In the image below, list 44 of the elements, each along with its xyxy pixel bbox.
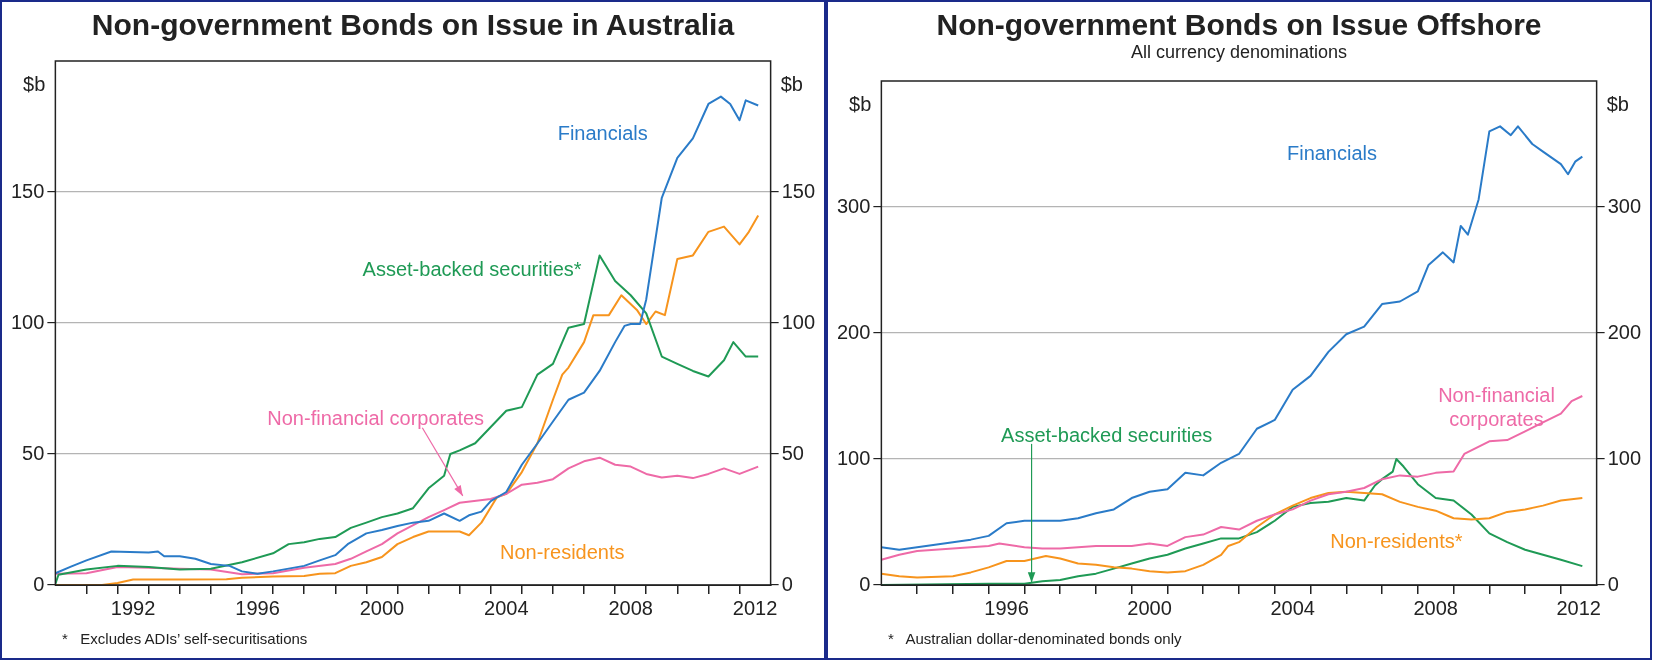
x-tick-label: 2004	[1270, 596, 1315, 619]
y2-tick-label: 200	[1607, 320, 1642, 343]
y-tick-label: 0	[859, 572, 871, 595]
x-tick-label: 2000	[359, 596, 405, 619]
x-tick-label: 2008	[608, 596, 653, 619]
text: Asset-backed securities	[1001, 423, 1213, 446]
y-axis-title: $b	[849, 92, 872, 115]
x-tick-label: 2000	[1127, 596, 1172, 619]
y-tick-label: 150	[10, 179, 45, 202]
y2-tick-label: 100	[1607, 446, 1642, 469]
y-tick-label: 0	[33, 572, 45, 595]
text: * Australian dollar-denominated bonds only	[888, 630, 1183, 648]
y-axis-title: $b	[23, 72, 46, 95]
chart-subtitle: All currency denominations	[1129, 42, 1349, 62]
series-label: Non-financial corporates	[1438, 383, 1555, 430]
chart-title: Non-government Bonds on Issue in Australia	[90, 8, 736, 42]
series-label: Non-residents	[500, 541, 625, 564]
x-tick-label: 2004	[484, 596, 529, 619]
text: * Excludes ADIs’ self-securitisations	[62, 630, 309, 648]
x-tick-label: 1996	[235, 596, 280, 619]
x-tick-label: 2012	[1556, 596, 1601, 619]
y2-tick-label: 50	[781, 441, 804, 464]
x-tick-label: 1992	[110, 596, 156, 619]
y2-tick-label: 100	[781, 310, 816, 333]
y2-axis-title: $b	[780, 72, 803, 95]
y2-tick-label: 300	[1607, 194, 1642, 217]
text: Non-financial corporates	[267, 407, 485, 430]
x-tick-label: 1996	[984, 596, 1029, 619]
chart-title: Non-government Bonds on Issue Offshore	[935, 8, 1543, 42]
y2-tick-label: 150	[781, 179, 816, 202]
y-tick-label: 200	[836, 320, 871, 343]
text: Financials	[1286, 141, 1378, 164]
y-tick-label: 50	[22, 441, 45, 464]
y2-tick-label: 0	[1607, 572, 1619, 595]
y-tick-label: 100	[10, 310, 45, 333]
series-label: Non-residents*	[1330, 529, 1463, 552]
series-label: Financials	[557, 121, 648, 144]
y-tick-label: 300	[836, 194, 871, 217]
series-label: Asset-backed securities*	[362, 258, 582, 281]
x-tick-label: 2012	[732, 596, 778, 619]
y2-axis-title: $b	[1606, 92, 1629, 115]
y-tick-label: 100	[836, 446, 871, 469]
x-tick-label: 2008	[1413, 596, 1458, 619]
y2-tick-label: 0	[781, 572, 793, 595]
